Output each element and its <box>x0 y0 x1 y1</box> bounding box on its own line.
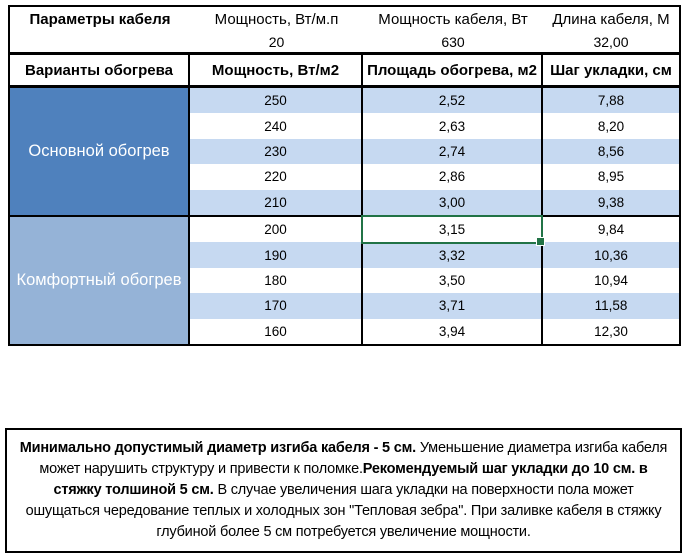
table-cell[interactable]: 250 <box>190 88 363 114</box>
table-cell[interactable]: 10,36 <box>543 242 679 268</box>
section-label[interactable]: Комфортный обогрев <box>10 216 190 344</box>
note-text: Минимально допустимый диаметр изгиба каб… <box>19 440 668 540</box>
param-label-cable-length: Длина кабеля, М <box>552 11 670 28</box>
table-cell[interactable]: 8,56 <box>543 138 679 165</box>
table-cell[interactable]: 3,71 <box>363 293 543 319</box>
table-cell[interactable]: 220 <box>190 164 363 190</box>
section-label[interactable]: Основной обогрев <box>10 88 190 215</box>
table-cell[interactable]: 12,30 <box>594 323 628 339</box>
header-variants: Варианты обогрева <box>10 55 190 85</box>
table-cell[interactable]: 3,94 <box>363 318 543 344</box>
table-cell[interactable]: 8,95 <box>597 169 625 185</box>
table-cell[interactable]: 2,74 <box>363 138 543 165</box>
table-cell[interactable]: 8,20 <box>597 118 625 134</box>
param-label-cable-power: Мощность кабеля, Вт <box>378 11 528 28</box>
param-label-power-per-m: Мощность, Вт/м.п <box>214 11 339 28</box>
heating-section-1: Комфортный обогрев 200 3,15 9,84 190 3,32 10,3… <box>10 214 679 344</box>
table-cell[interactable]: 3,00 <box>363 189 543 215</box>
selected-cell[interactable]: 3,15 <box>361 214 545 247</box>
table-cell[interactable]: 160 <box>190 318 363 344</box>
table-cell[interactable]: 2,63 <box>363 113 543 139</box>
table-cell[interactable]: 240 <box>190 113 363 139</box>
header-power-density: Мощность, Вт/м2 <box>190 55 363 85</box>
table-cell[interactable]: 210 <box>190 189 363 215</box>
note-segment: В случае увеличения шага укладки на пове… <box>25 482 662 540</box>
table-cell[interactable]: 3,32 <box>363 242 543 268</box>
table-cell[interactable]: 9,84 <box>597 222 625 238</box>
note-segment: Уменьшение диаметра изгиба кабеля может … <box>39 440 668 477</box>
params-title: Параметры кабеля <box>29 11 171 28</box>
header-area: Площадь обогрева, м2 <box>363 55 543 85</box>
heating-table-sections: Основной обогрев 250 2,52 7,88 240 2,63 8,20 23… <box>10 88 679 344</box>
param-value-cable-length[interactable]: 32,00 <box>593 34 629 50</box>
note-segment: Рекомендуемый шаг укладки до 10 см. в ст… <box>53 461 648 498</box>
table-cell[interactable]: 200 <box>190 216 363 243</box>
table-cell[interactable]: 9,38 <box>543 189 679 215</box>
table-cell[interactable]: 170 <box>190 293 363 319</box>
heating-table-header: Варианты обогрева Мощность, Вт/м2 Площад… <box>10 52 679 88</box>
table-cell[interactable]: 3,50 <box>363 267 543 294</box>
table-cell[interactable]: 7,88 <box>543 88 679 114</box>
param-value-cable-power[interactable]: 630 <box>441 34 465 50</box>
table-cell[interactable]: 180 <box>190 267 363 294</box>
heating-section-0: Основной обогрев 250 2,52 7,88 240 2,63 8,20 23… <box>10 88 679 215</box>
cable-params-section: Параметры кабеля Мощность, Вт/м.п Мощнос… <box>10 7 679 52</box>
param-value-power-per-m[interactable]: 20 <box>268 34 285 50</box>
table-cell[interactable]: 2,52 <box>363 88 543 114</box>
note-segment: Минимально допустимый диаметр изгиба каб… <box>19 440 416 456</box>
note-box: Минимально допустимый диаметр изгиба каб… <box>5 428 682 553</box>
table-cell[interactable]: 11,58 <box>543 293 679 319</box>
table-cell[interactable]: 230 <box>190 138 363 165</box>
fill-handle-icon[interactable] <box>536 237 545 247</box>
cable-calculation-table: Параметры кабеля Мощность, Вт/м.п Мощнос… <box>8 5 681 346</box>
table-cell[interactable]: 2,86 <box>363 164 543 190</box>
table-cell[interactable]: 10,94 <box>594 272 628 288</box>
table-cell[interactable]: 190 <box>190 242 363 268</box>
header-spacing: Шаг укладки, см <box>550 61 672 79</box>
